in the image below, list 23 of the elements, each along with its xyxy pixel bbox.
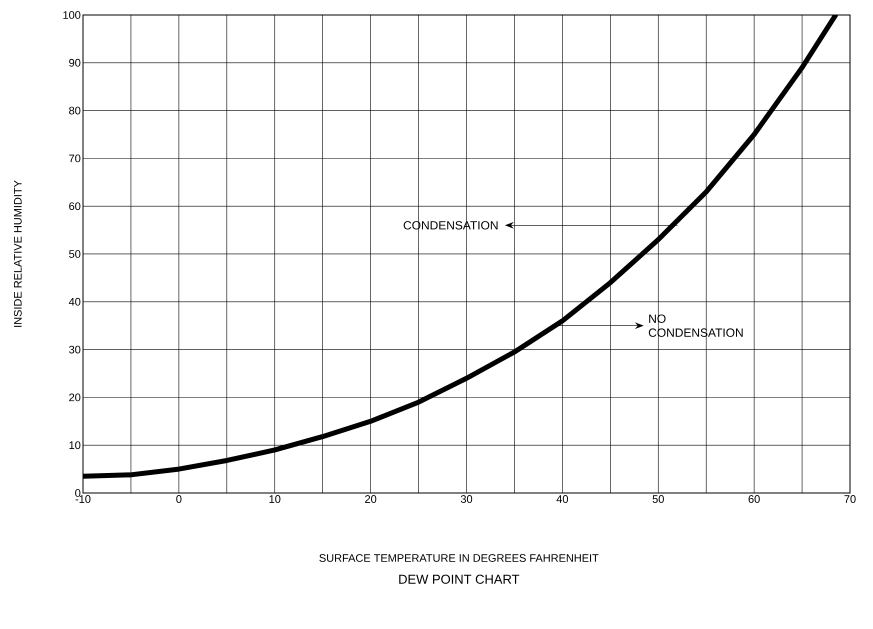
y-tick-label: 70 xyxy=(69,154,80,162)
y-tick-label: 0 xyxy=(75,489,80,497)
x-tick-label: 60 xyxy=(748,495,760,503)
x-tick-label: 40 xyxy=(556,495,568,503)
y-tick-label: 100 xyxy=(63,11,80,19)
x-tick-label: 0 xyxy=(176,495,182,503)
x-tick-label: 20 xyxy=(365,495,376,503)
y-tick-label: 40 xyxy=(68,298,80,306)
x-tick-label: -10 xyxy=(76,495,90,503)
y-tick-label: 20 xyxy=(69,394,80,402)
y-tick-label: 80 xyxy=(69,106,80,114)
y-axis-title: INSIDE RELATIVE HUMIDITY xyxy=(14,180,22,327)
y-tick-label: 50 xyxy=(69,250,80,258)
y-tick-label: 10 xyxy=(69,441,80,450)
y-tick-label: 60 xyxy=(69,202,80,210)
x-tick-label: 70 xyxy=(844,495,856,503)
x-tick-label: 30 xyxy=(460,495,472,503)
x-axis-title: SURFACE TEMPERATURE IN DEGREES FAHRENHEIT xyxy=(319,554,599,562)
x-tick-label: 50 xyxy=(652,495,664,503)
x-tick-label: 10 xyxy=(269,495,280,503)
y-tick-label: 30 xyxy=(69,346,80,354)
text: DEW POINT CHART xyxy=(399,574,520,584)
y-tick-label: 90 xyxy=(69,58,80,67)
